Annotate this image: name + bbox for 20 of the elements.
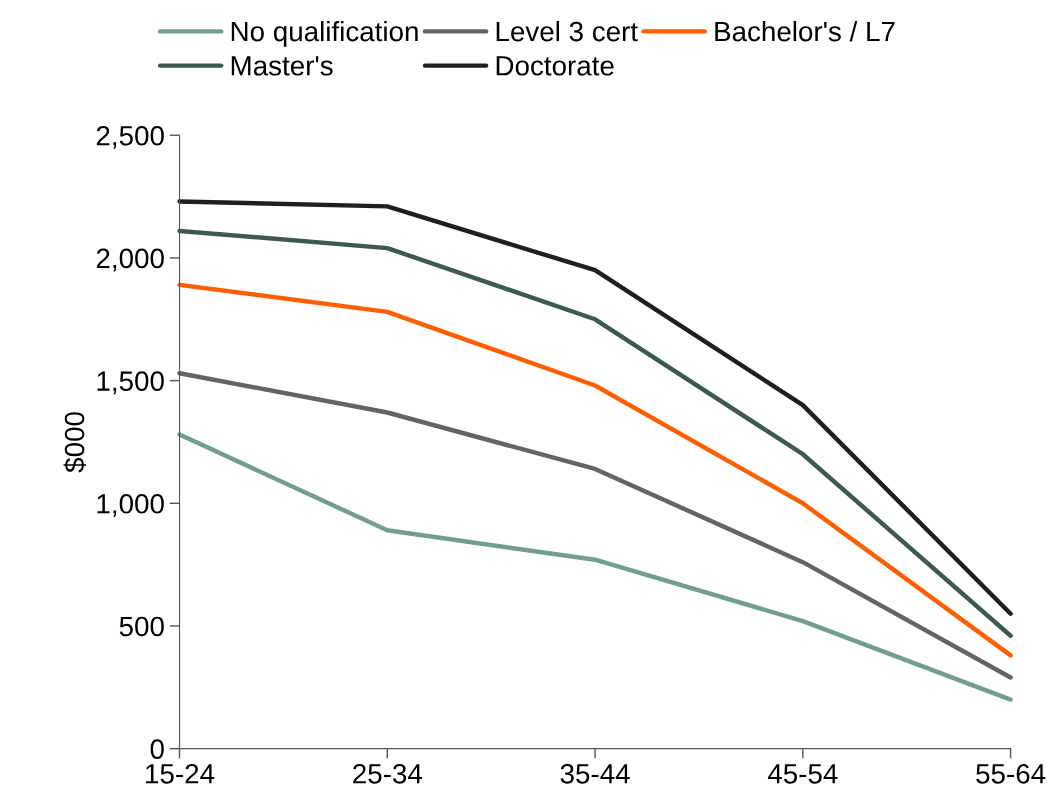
legend-label: Level 3 cert (496, 20, 638, 42)
x-tick-label: 15-24 (146, 763, 215, 784)
legend-label: No qualification (231, 20, 418, 47)
legend-label: Doctorate (496, 56, 614, 76)
x-tick-label: 25-34 (353, 763, 422, 784)
x-tick-label: 45-54 (767, 764, 838, 784)
y-tick-label: 0 (150, 739, 164, 759)
y-tick-label: 1,500 (97, 371, 164, 395)
line-series (177, 282, 1013, 658)
line-series (177, 371, 1013, 680)
x-tick-label: 55-64 (976, 763, 1046, 784)
y-tick-label: 2,000 (96, 248, 164, 272)
y-tick-label: 500 (119, 616, 164, 637)
x-tick-label: 35-44 (560, 763, 630, 784)
legend-label: Master's (231, 56, 333, 76)
y-tick-label: 2,500 (96, 125, 164, 149)
legend-label: Bachelor's / L7 (715, 20, 895, 42)
y-axis-title: $000 (63, 412, 87, 473)
line-series (177, 432, 1013, 702)
y-tick-label: 1,000 (97, 493, 164, 517)
